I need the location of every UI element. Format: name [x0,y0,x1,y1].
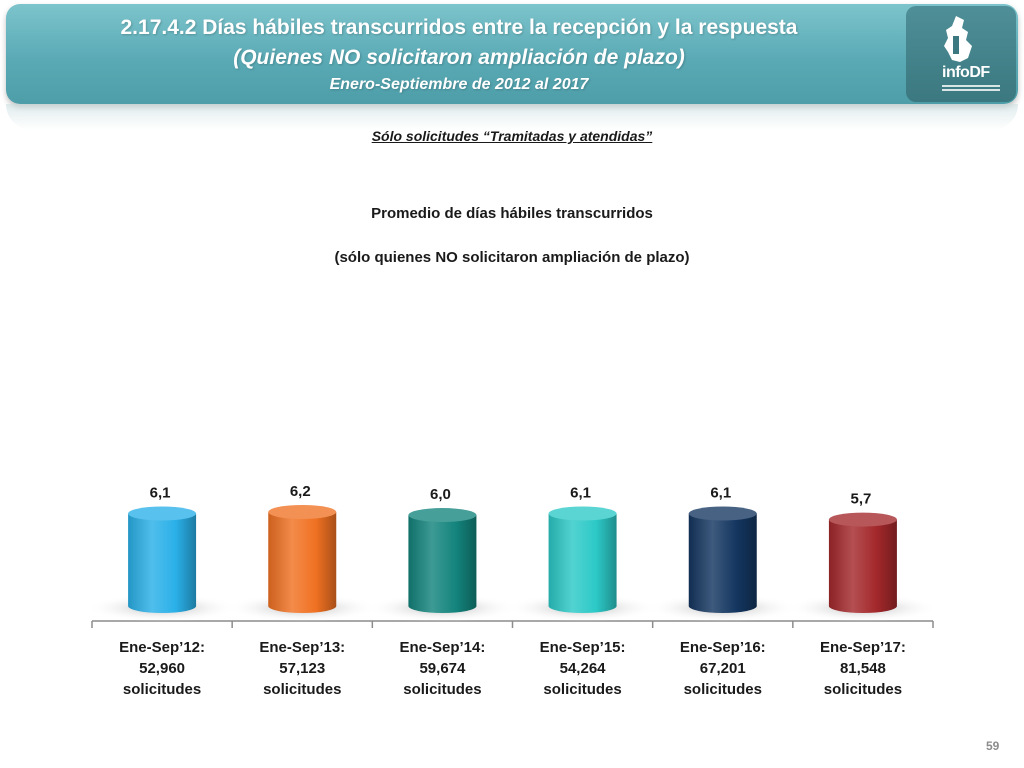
category-label: Ene-Sep’14: 59,674 solicitudes [399,639,485,698]
category-label-line: 81,548 [840,660,886,677]
category-label-line: solicitudes [403,681,481,698]
bar-1 [128,506,197,613]
category-label-line: Ene-Sep’16: [680,639,766,656]
category-label: Ene-Sep’16: 67,201 solicitudes [680,639,766,698]
category-label-line: Ene-Sep’12: [119,639,205,656]
header-banner [6,4,1018,104]
bar-5 [688,506,757,614]
category-label-line: solicitudes [543,681,621,698]
bar-2 [268,505,337,613]
category-label: Ene-Sep’15: 54,264 solicitudes [540,639,626,698]
category-label: Ene-Sep’17: 81,548 solicitudes [820,639,906,698]
category-label-line: Ene-Sep’13: [259,639,345,656]
bar-6 [828,512,897,614]
category-label-line: solicitudes [263,681,341,698]
bar-body [828,519,897,614]
category-label-line: Ene-Sep’14: [399,639,485,656]
category-label-line: 57,123 [279,660,325,677]
logo-text: infoDF [942,64,990,81]
bar-top [688,506,757,521]
bar-3 [408,508,477,614]
bar-4 [548,506,617,614]
category-label-line: Ene-Sep’17: [820,639,906,656]
page-period: Enero-Septiembre de 2012 al 2017 [329,76,589,93]
mexico-city-map-icon [944,16,972,62]
value-label: 6,1 [710,485,731,502]
category-label-line: solicitudes [824,681,902,698]
chart-title: Promedio de días hábiles transcurridos [371,205,653,222]
category-label-line: 67,201 [700,660,746,677]
chart-subtitle: (sólo quienes NO solicitaron ampliación … [334,249,690,266]
category-label-line: solicitudes [123,681,201,698]
category-label-line: 52,960 [139,660,185,677]
category-label-line: 54,264 [560,660,607,677]
page-subtitle: (Quienes NO solicitaron ampliación de pl… [233,46,685,69]
category-label-line: solicitudes [684,681,762,698]
bar-body [268,512,337,613]
bar-top [828,512,897,527]
bar-body [128,513,197,613]
bar-top [268,505,337,519]
value-label: 6,1 [150,485,171,502]
bar-body [688,513,757,614]
category-label-line: Ene-Sep’15: [540,639,626,656]
bar-body [408,515,477,614]
value-label: 6,2 [290,483,311,500]
bar-top [128,506,197,521]
header-shadow [6,104,1018,130]
bar-top [548,506,617,521]
page-number: 59 [986,739,1000,753]
value-label: 5,7 [850,491,871,508]
bar-body [548,513,617,614]
infodf-logo: infoDF [906,6,1016,102]
category-label: Ene-Sep’12: 52,960 solicitudes [119,639,205,698]
filter-note: Sólo solicitudes “Tramitadas y atendidas… [371,128,653,144]
value-label: 6,0 [430,486,451,503]
logo-caption-lines [942,85,1000,91]
category-label: Ene-Sep’13: 57,123 solicitudes [259,639,345,698]
page-title: 2.17.4.2 Días hábiles transcurridos entr… [120,16,798,39]
bar-top [408,508,477,523]
category-label-line: 59,674 [419,660,466,677]
value-label: 6,1 [570,485,591,502]
